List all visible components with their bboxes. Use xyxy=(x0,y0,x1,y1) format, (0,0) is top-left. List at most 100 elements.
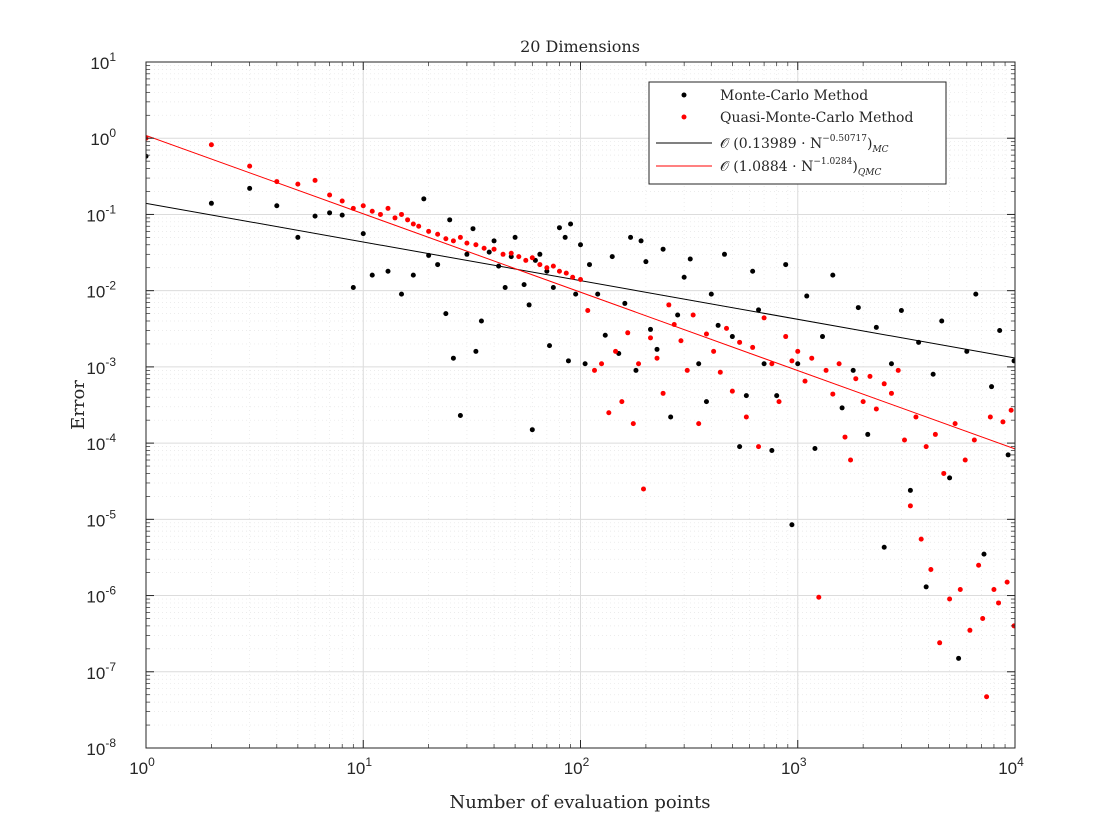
data-point xyxy=(274,179,280,185)
data-point xyxy=(776,399,782,405)
data-point xyxy=(956,655,962,661)
data-point xyxy=(957,587,963,593)
data-point xyxy=(802,378,808,384)
data-point xyxy=(582,361,588,367)
y-tick-label: 10-2 xyxy=(86,279,116,302)
data-point xyxy=(416,223,422,229)
data-point xyxy=(916,339,922,345)
data-point xyxy=(447,217,453,223)
y-tick-label: 100 xyxy=(90,126,116,149)
data-point xyxy=(563,270,569,276)
data-point xyxy=(547,343,553,349)
data-point xyxy=(360,203,366,209)
data-point xyxy=(521,282,527,288)
data-point xyxy=(523,257,529,263)
data-point xyxy=(544,268,550,274)
data-point xyxy=(756,444,762,450)
data-point xyxy=(729,334,735,340)
x-tick-label: 103 xyxy=(781,755,807,778)
legend-label-qmc: Quasi-Monte-Carlo Method xyxy=(720,110,913,126)
data-point xyxy=(715,322,721,328)
data-point xyxy=(839,405,845,411)
data-point xyxy=(636,361,642,367)
data-point xyxy=(952,421,958,427)
data-point xyxy=(512,234,518,240)
data-point xyxy=(369,208,375,214)
data-point xyxy=(410,221,416,227)
data-point xyxy=(923,584,929,590)
data-point xyxy=(967,627,973,633)
data-point xyxy=(339,198,345,204)
data-point xyxy=(628,234,634,240)
data-point xyxy=(208,142,214,148)
data-point xyxy=(570,274,576,280)
data-point xyxy=(1005,452,1011,458)
data-point xyxy=(537,251,543,257)
data-point xyxy=(573,291,579,297)
data-point xyxy=(873,406,879,412)
data-point xyxy=(578,242,583,248)
x-tick-label: 100 xyxy=(129,755,155,778)
x-tick-label: 101 xyxy=(346,755,372,778)
data-point xyxy=(457,234,463,240)
data-point xyxy=(724,325,730,331)
data-point xyxy=(544,265,550,271)
data-point xyxy=(867,373,873,379)
data-point xyxy=(622,300,628,306)
data-point xyxy=(737,339,743,345)
data-point xyxy=(464,251,470,257)
data-point xyxy=(648,326,654,332)
data-point xyxy=(1004,579,1010,585)
data-point xyxy=(743,393,749,399)
data-point xyxy=(991,587,997,593)
data-point xyxy=(888,361,894,367)
data-point xyxy=(360,231,366,237)
data-point xyxy=(312,177,318,183)
data-point xyxy=(830,391,836,397)
data-point xyxy=(981,551,987,557)
data-point xyxy=(774,393,780,399)
data-point xyxy=(486,249,492,255)
data-point xyxy=(729,388,735,394)
data-point xyxy=(989,384,995,390)
data-point xyxy=(842,434,848,440)
data-point xyxy=(481,245,487,251)
data-point xyxy=(473,242,479,248)
scatter-points xyxy=(146,135,1015,700)
data-point xyxy=(399,291,405,297)
data-point xyxy=(537,262,543,268)
data-point xyxy=(962,457,968,463)
data-point xyxy=(737,444,743,450)
data-point xyxy=(350,205,356,211)
data-point xyxy=(295,234,301,240)
legend: Monte-Carlo Method Quasi-Monte-Carlo Met… xyxy=(648,81,947,185)
data-point xyxy=(895,367,901,373)
data-point xyxy=(873,324,879,330)
data-point xyxy=(937,640,943,646)
data-point xyxy=(721,251,727,257)
data-point xyxy=(1008,407,1014,413)
data-point xyxy=(491,246,497,252)
fit-line xyxy=(146,134,1015,450)
data-point xyxy=(881,544,887,550)
data-point xyxy=(654,346,660,352)
data-point xyxy=(789,522,795,528)
data-point xyxy=(881,381,887,387)
data-point xyxy=(997,328,1003,334)
data-point xyxy=(247,185,253,191)
data-point xyxy=(556,268,562,274)
data-point xyxy=(913,414,919,420)
data-point xyxy=(565,358,571,364)
data-point xyxy=(812,445,818,451)
data-point xyxy=(668,414,674,420)
chart-title: 20 Dimensions xyxy=(520,37,640,56)
data-point xyxy=(516,254,522,260)
y-tick-label: 10-6 xyxy=(86,584,116,607)
legend-label-qmc-fit: 𝒪 (1.0884 · N−1.0284)QMC xyxy=(720,157,881,178)
data-point xyxy=(450,355,456,361)
data-point xyxy=(964,348,970,354)
data-point xyxy=(888,390,894,396)
data-point xyxy=(556,225,562,231)
y-tick-label: 10-1 xyxy=(86,202,116,225)
